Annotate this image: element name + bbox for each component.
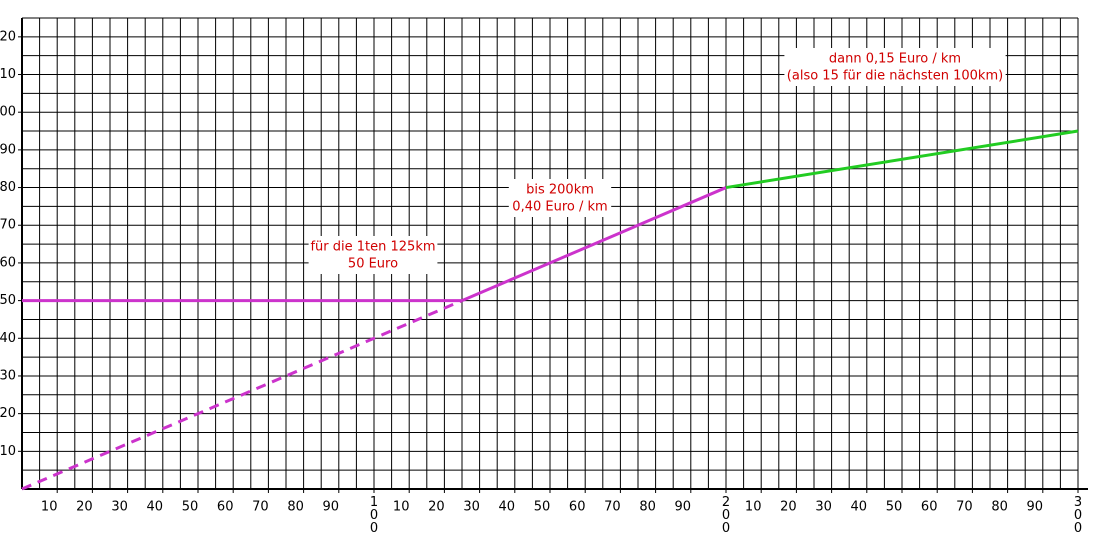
annotation-box — [308, 236, 438, 274]
x-tick-label: 40 — [147, 500, 164, 515]
x-tick-label: 10 — [41, 500, 58, 515]
y-tick-label: 50 — [0, 293, 16, 308]
x-tick-label: 60 — [569, 500, 586, 515]
x-tick-label: 50 — [886, 500, 903, 515]
x-tick-label: 300 — [1071, 495, 1086, 534]
x-tick-label: 80 — [991, 500, 1008, 515]
y-tick-label: 60 — [0, 255, 16, 270]
x-tick-label: 60 — [921, 500, 938, 515]
x-tick-label: 70 — [252, 500, 269, 515]
x-tick-label: 80 — [639, 500, 656, 515]
x-tick-label: 20 — [76, 500, 93, 515]
x-tick-label: 10 — [745, 500, 762, 515]
annotation-text: 50 Euro — [348, 257, 398, 272]
x-tick-label: 90 — [675, 500, 692, 515]
annotation-text: dann 0,15 Euro / km — [829, 52, 961, 67]
line — [725, 129, 1079, 190]
annotation-text: 0,40 Euro / km — [512, 200, 607, 215]
x-tick-label: 40 — [499, 500, 516, 515]
x-tick-label: 50 — [534, 500, 551, 515]
annotation-text: für die 1ten 125km — [310, 240, 435, 255]
x-tick-label: 30 — [815, 500, 832, 515]
y-tick-label: 20 — [0, 406, 16, 421]
y-tick-label: 30 — [0, 368, 16, 383]
x-tick-label: 90 — [1027, 500, 1044, 515]
line — [21, 299, 463, 491]
x-tick-label: 30 — [111, 500, 128, 515]
annotation-text: bis 200km — [526, 183, 594, 198]
annotation: für die 1ten 125km 50 Euro — [308, 236, 438, 274]
y-tick-label: 90 — [0, 142, 16, 157]
annotation-box — [508, 179, 612, 217]
x-tick-label: 10 — [393, 500, 410, 515]
x-tick-label: 50 — [182, 500, 199, 515]
y-tick-label: 10 — [0, 444, 16, 459]
x-tick-label: 60 — [217, 500, 234, 515]
x-tick-label: 90 — [323, 500, 340, 515]
x-tick-label: 100 — [367, 495, 382, 534]
x-tick-label: 20 — [780, 500, 797, 515]
y-tick-label: 20 — [0, 29, 16, 44]
y-tick-label: 40 — [0, 331, 16, 346]
y-tick-label: 80 — [0, 180, 16, 195]
x-tick-label: 70 — [604, 500, 621, 515]
x-tick-label: 30 — [463, 500, 480, 515]
x-tick-label: 70 — [956, 500, 973, 515]
annotation-box — [784, 48, 1006, 86]
y-tick-label: 70 — [0, 218, 16, 233]
y-tick-label: 100 — [0, 105, 16, 120]
annotation-text: (also 15 für die nächsten 100km) — [787, 69, 1003, 84]
x-tick-label: 20 — [428, 500, 445, 515]
x-tick-label: 200 — [719, 495, 734, 534]
line — [461, 186, 727, 302]
x-tick-label: 40 — [851, 500, 868, 515]
y-tick-label: 10 — [0, 67, 16, 82]
annotation: bis 200km 0,40 Euro / km — [508, 179, 612, 217]
x-tick-label: 80 — [287, 500, 304, 515]
annotation: dann 0,15 Euro / km (also 15 für die näch… — [784, 48, 1006, 86]
